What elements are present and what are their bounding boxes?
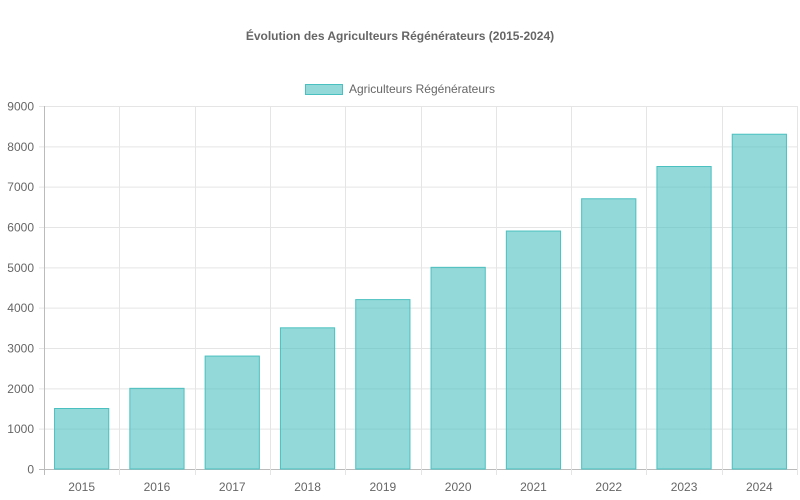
- legend[interactable]: Agriculteurs Régénérateurs: [0, 82, 800, 96]
- x-tick-label: 2022: [595, 480, 622, 494]
- x-tick-label: 2016: [144, 480, 171, 494]
- y-tick-label: 8000: [7, 140, 34, 154]
- chart-title: Évolution des Agriculteurs Régénérateurs…: [245, 29, 555, 43]
- y-tick-label: 2000: [7, 382, 34, 396]
- bar-2018: [279, 327, 336, 470]
- bar-2015: [54, 408, 110, 470]
- y-tick-label: 4000: [7, 301, 34, 315]
- x-tick-label: 2018: [294, 480, 321, 494]
- y-tick-label: 9000: [7, 100, 34, 114]
- y-tick-label: 1000: [7, 422, 34, 436]
- x-tick-label: 2021: [520, 480, 547, 494]
- x-tick-label: 2020: [445, 480, 472, 494]
- y-tick-label: 6000: [7, 221, 34, 235]
- bar-2021: [505, 230, 562, 470]
- bar-2017: [204, 355, 260, 470]
- x-tick-label: 2015: [68, 480, 95, 494]
- y-tick-label: 7000: [7, 180, 34, 194]
- bar-2019: [355, 299, 411, 470]
- bar-2020: [430, 266, 486, 470]
- y-tick-label: 3000: [7, 342, 34, 356]
- x-tick-label: 2024: [746, 480, 773, 494]
- x-tick-label: 2023: [671, 480, 698, 494]
- bar-2016: [129, 387, 185, 470]
- x-tick-label: 2017: [219, 480, 246, 494]
- legend-label: Agriculteurs Régénérateurs: [348, 82, 496, 96]
- bar-2024: [731, 133, 787, 470]
- x-tick-label: 2019: [369, 480, 396, 494]
- y-tick-label: 0: [27, 463, 34, 477]
- bar-2022: [581, 198, 637, 470]
- bar-2023: [656, 166, 712, 470]
- y-tick-label: 5000: [7, 261, 34, 275]
- legend-swatch: [304, 83, 343, 95]
